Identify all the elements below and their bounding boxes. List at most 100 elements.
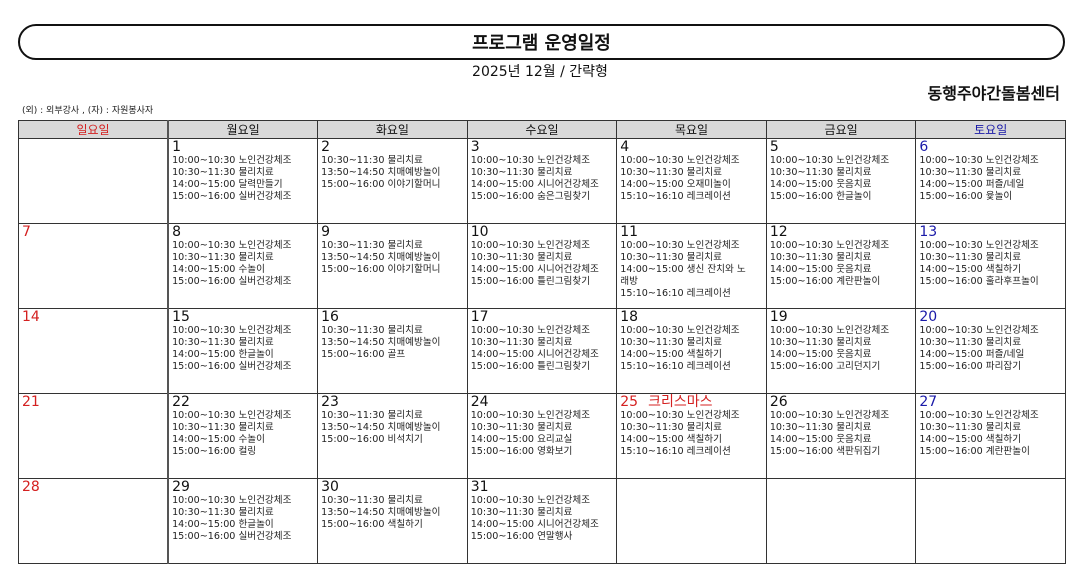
day-number: 5 bbox=[770, 140, 913, 155]
day-number: 31 bbox=[471, 480, 614, 495]
schedule-item: 14:00~15:00 퍼즐/네일 bbox=[919, 179, 1025, 190]
schedule-item: 10:30~11:30 물리치료 bbox=[769, 422, 872, 433]
day-number-text: 8 bbox=[172, 224, 181, 240]
day-number: 15 bbox=[172, 310, 314, 325]
weekday-header: 화요일 bbox=[317, 120, 468, 139]
day-number-text: 18 bbox=[620, 309, 639, 325]
day-number-text: 7 bbox=[22, 224, 31, 240]
day-number: 4 bbox=[620, 140, 763, 155]
schedule-item: 14:00~15:00 생신 잔치와 노 bbox=[620, 264, 746, 275]
day-cell: 18 10:00~10:30 노인건강체조 10:30~11:30 물리치료 14:0… bbox=[616, 308, 767, 394]
day-cell bbox=[765, 478, 917, 564]
schedule-item: 15:00~16:00 계란판놀이 bbox=[919, 446, 1030, 457]
day-number-text: 9 bbox=[321, 224, 331, 240]
day-number-text: 29 bbox=[172, 479, 190, 495]
schedule-item: 14:00~15:00 웃음치료 bbox=[769, 264, 872, 275]
schedule-item: 14:00~15:00 수놀이 bbox=[172, 264, 265, 275]
schedule-item: 15:00~16:00 숨은그림찾기 bbox=[470, 191, 591, 202]
day-cell: 13 10:00~10:30 노인건강체조 10:30~11:30 물리치료 14:0… bbox=[915, 223, 1066, 309]
day-number: 7 bbox=[22, 225, 164, 240]
schedule-item: 14:00~15:00 달력만들기 bbox=[172, 179, 283, 190]
schedule-item: 10:00~10:30 노인건강체조 bbox=[919, 240, 1039, 251]
schedule-item: 14:00~15:00 오재미놀이 bbox=[620, 179, 731, 190]
schedule-item: 10:30~11:30 물리치료 bbox=[321, 240, 423, 251]
schedule-item: 10:30~11:30 물리치료 bbox=[620, 337, 722, 348]
schedule-item: 10:30~11:30 물리치료 bbox=[172, 167, 274, 178]
day-cell: 23 10:30~11:30 물리치료 13:50~14:50 치매예방놀이 15:0… bbox=[317, 393, 468, 479]
schedule-item: 10:30~11:30 물리치료 bbox=[919, 167, 1022, 178]
schedule-item: 14:00~15:00 웃음치료 bbox=[769, 434, 872, 445]
day-cell: 27 10:00~10:30 노인건강체조 10:30~11:30 물리치료 14:0… bbox=[915, 393, 1066, 479]
day-cell: 15 10:00~10:30 노인건강체조 10:30~11:30 물리치료 14:0… bbox=[167, 308, 319, 394]
schedule-item: 10:30~11:30 물리치료 bbox=[172, 337, 274, 348]
day-number: 14 bbox=[22, 310, 164, 325]
schedule-item: 10:00~10:30 노인건강체조 bbox=[769, 240, 890, 251]
day-number: 27 bbox=[919, 395, 1062, 410]
schedule-item: 10:00~10:30 노인건강체조 bbox=[470, 155, 591, 166]
day-number-text: 4 bbox=[620, 139, 630, 155]
day-cell: 9 10:30~11:30 물리치료 13:50~14:50 치매예방놀이 15:00… bbox=[317, 223, 468, 309]
day-number-text: 16 bbox=[321, 309, 339, 325]
title-text: 프로그램 운영일정 bbox=[472, 33, 611, 54]
schedule-item: 14:00~15:00 색칠하기 bbox=[919, 434, 1022, 445]
schedule-item: 10:00~10:30 노인건강체조 bbox=[769, 325, 890, 336]
day-cell: 16 10:30~11:30 물리치료 13:50~14:50 치매예방놀이 15:0… bbox=[317, 308, 468, 394]
schedule-item: 15:10~16:10 레크레이션 bbox=[620, 191, 731, 202]
schedule-item: 13:50~14:50 치매예방놀이 bbox=[321, 507, 441, 518]
schedule-item: 10:00~10:30 노인건강체조 bbox=[620, 410, 740, 421]
day-number-text: 21 bbox=[22, 394, 40, 410]
day-number-text: 25 bbox=[620, 394, 639, 410]
weekday-header: 일요일 bbox=[18, 120, 170, 139]
schedule-item: 14:00~15:00 시니어건강체조 bbox=[470, 264, 599, 275]
center-name: 동행주야간돌봄센터 bbox=[927, 84, 1060, 103]
day-cell: 19 10:00~10:30 노인건강체조 10:30~11:30 물리치료 14:0… bbox=[765, 308, 917, 394]
schedule-item: 10:30~11:30 물리치료 bbox=[470, 507, 573, 518]
schedule-item: 10:30~11:30 물리치료 bbox=[470, 337, 573, 348]
schedule-item: 10:00~10:30 노인건강체조 bbox=[919, 155, 1039, 166]
day-number: 10 bbox=[471, 225, 614, 240]
schedule-item: 10:30~11:30 물리치료 bbox=[172, 252, 274, 263]
day-number-text: 6 bbox=[919, 139, 929, 155]
day-number-text: 11 bbox=[620, 224, 639, 240]
schedule-item: 15:00~16:00 컬링 bbox=[172, 446, 257, 457]
schedule-item: 10:30~11:30 물리치료 bbox=[919, 252, 1022, 263]
day-number-text: 26 bbox=[769, 394, 788, 410]
day-number: 29 bbox=[172, 480, 314, 495]
schedule-item: 14:00~15:00 한글놀이 bbox=[172, 519, 274, 530]
holiday-label: 크리스마스 bbox=[648, 394, 713, 410]
day-number-text: 23 bbox=[321, 394, 339, 410]
day-number-text: 28 bbox=[22, 479, 40, 495]
schedule-item: 10:30~11:30 물리치료 bbox=[470, 252, 573, 263]
day-cell: 28 bbox=[18, 478, 170, 564]
schedule-item: 14:00~15:00 한글놀이 bbox=[172, 349, 274, 360]
schedule-item: 14:00~15:00 요리교실 bbox=[470, 434, 573, 445]
day-number: 28 bbox=[22, 480, 164, 495]
calendar-table: 일요일 월요일 화요일 수요일 목요일 금요일 토요일 1 10:00~10:30 노인건강체… bbox=[18, 120, 1066, 564]
schedule-item: 10:30~11:30 물리치료 bbox=[470, 167, 573, 178]
calendar-week-row: 14 15 10:00~10:30 노인건강체조 10:30~11:30 물리치료 14… bbox=[18, 308, 1066, 394]
day-number: 21 bbox=[22, 395, 164, 410]
schedule-item: 10:00~10:30 노인건강체조 bbox=[620, 325, 740, 336]
day-cell: 24 10:00~10:30 노인건강체조 10:30~11:30 물리치료 14:0… bbox=[466, 393, 618, 479]
schedule-item: 15:00~16:00 연말행사 bbox=[470, 531, 573, 542]
weekday-header-row: 일요일 월요일 화요일 수요일 목요일 금요일 토요일 bbox=[18, 120, 1066, 139]
day-number: 3 bbox=[471, 140, 614, 155]
schedule-item: 10:00~10:30 노인건강체조 bbox=[620, 155, 740, 166]
schedule-item: 10:00~10:30 노인건강체조 bbox=[172, 495, 292, 506]
day-number: 12 bbox=[770, 225, 913, 240]
schedule-item: 10:00~10:30 노인건강체조 bbox=[769, 155, 890, 166]
day-number-text: 14 bbox=[22, 309, 40, 325]
schedule-item: 15:00~16:00 이야기할머니 bbox=[321, 264, 441, 275]
day-number: 30 bbox=[321, 480, 464, 495]
calendar-week-row: 1 10:00~10:30 노인건강체조 10:30~11:30 물리치료 14:00… bbox=[18, 138, 1066, 224]
schedule-item: 10:30~11:30 물리치료 bbox=[620, 422, 722, 433]
day-number: 2 bbox=[321, 140, 464, 155]
schedule-item: 10:30~11:30 물리치료 bbox=[172, 507, 274, 518]
schedule-item: 10:30~11:30 물리치료 bbox=[769, 252, 872, 263]
calendar-week-row: 7 8 10:00~10:30 노인건강체조 10:30~11:30 물리치료 14:0… bbox=[18, 223, 1066, 309]
day-cell: 14 bbox=[18, 308, 170, 394]
schedule-item: 10:30~11:30 물리치료 bbox=[620, 167, 722, 178]
day-number: 1 bbox=[172, 140, 314, 155]
day-number: 25 크리스마스 bbox=[620, 395, 763, 410]
schedule-item: 10:30~11:30 물리치료 bbox=[919, 337, 1022, 348]
